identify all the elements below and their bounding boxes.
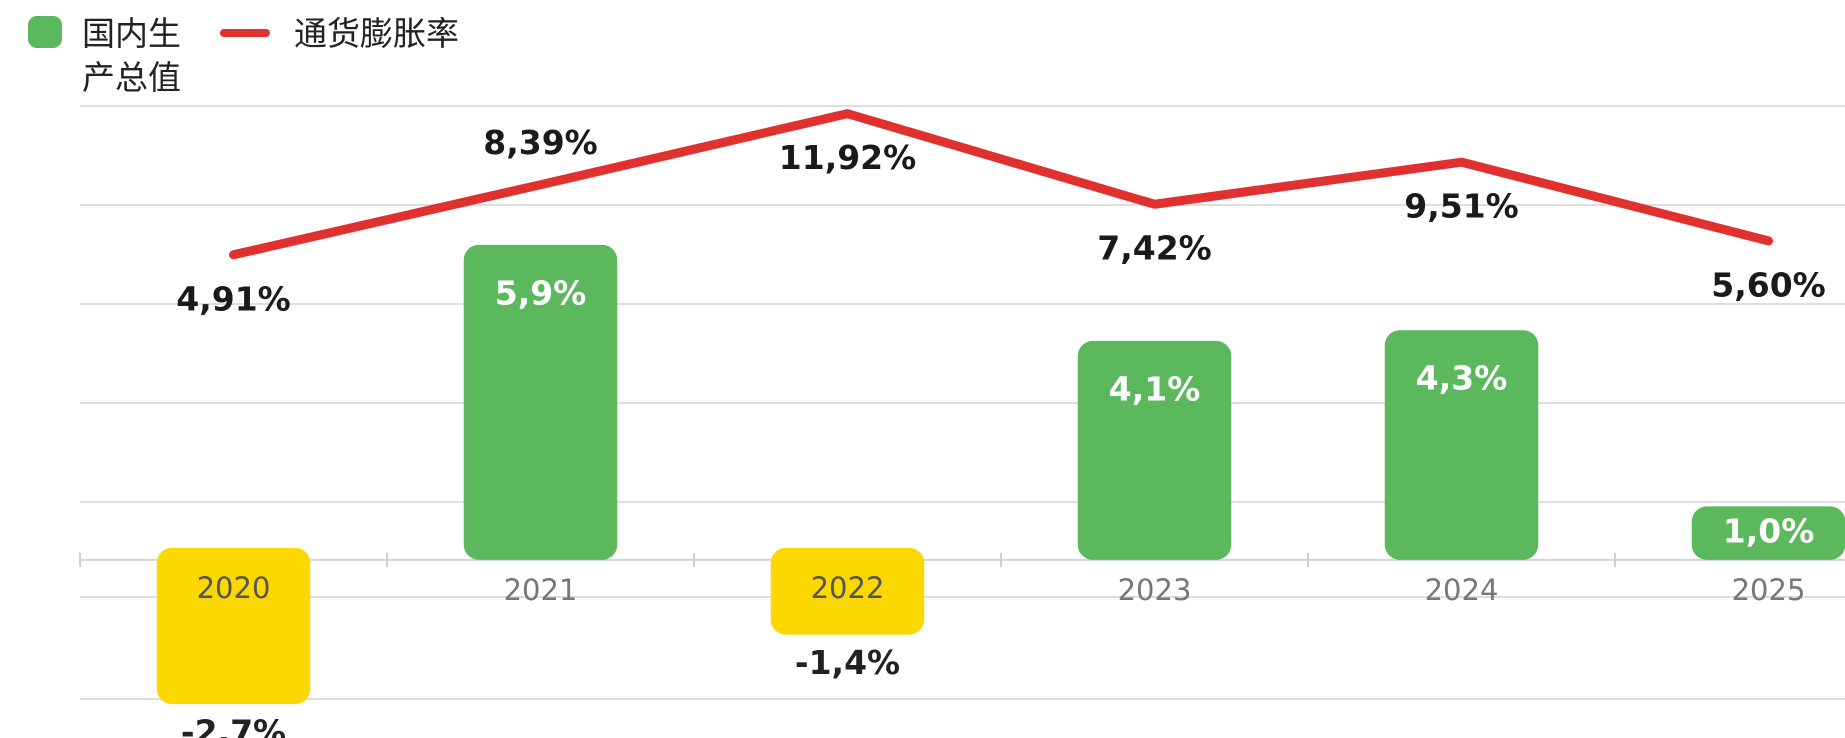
bar-value-label: -2,7% (181, 712, 286, 738)
bar-value-label: 4,3% (1416, 359, 1508, 398)
legend-label: 国内生产总值 (82, 14, 181, 97)
bar (463, 244, 618, 560)
bar-value-label: 1,0% (1723, 512, 1815, 551)
bar (1691, 506, 1845, 560)
legend-swatch (220, 29, 270, 37)
x-tick-label: 2024 (1425, 573, 1499, 607)
line-value-label: 4,91% (176, 279, 291, 318)
bar (156, 547, 311, 704)
legend-item: 通货膨胀率 (220, 12, 459, 56)
x-tick-label: 2023 (1118, 573, 1192, 607)
bar-value-label: -1,4% (795, 643, 900, 682)
bar-value-label: 4,1% (1109, 369, 1201, 408)
line-value-label: 7,42% (1097, 229, 1212, 268)
legend-item: 国内生产总值 (28, 12, 186, 100)
bar (770, 547, 925, 635)
legend-label: 通货膨胀率 (294, 14, 459, 53)
line-value-label: 5,60% (1711, 265, 1826, 304)
bar (1384, 330, 1539, 560)
line-value-label: 8,39% (483, 123, 598, 162)
legend-swatch (28, 16, 62, 48)
bar (1077, 340, 1232, 560)
x-tick-label: 2020 (197, 571, 271, 605)
line (229, 109, 1773, 260)
x-tick-label: 2022 (811, 571, 885, 605)
bar-value-label: 5,9% (495, 273, 587, 312)
line-value-label: 11,92% (779, 138, 916, 177)
line-value-label: 9,51% (1404, 187, 1519, 226)
legend: 国内生产总值 通货膨胀率 (28, 12, 493, 100)
x-tick-label: 2021 (504, 573, 578, 607)
x-tick-label: 2025 (1732, 573, 1806, 607)
